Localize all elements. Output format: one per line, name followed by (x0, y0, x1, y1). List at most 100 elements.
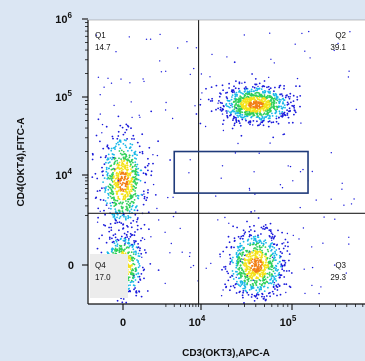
event-dot (241, 237, 244, 240)
event-dot (140, 295, 143, 298)
event-dot (177, 47, 179, 49)
event-dot (112, 251, 114, 254)
event-dot (291, 104, 294, 107)
event-dot (267, 286, 269, 289)
event-dot (289, 96, 291, 98)
event-dot (109, 223, 112, 225)
event-dot (134, 190, 137, 192)
event-dot (244, 99, 247, 101)
event-dot (234, 283, 237, 286)
event-dot (137, 266, 140, 269)
event-dot (101, 132, 103, 134)
event-dot (265, 226, 268, 229)
event-dot (112, 201, 115, 204)
event-dot (274, 86, 276, 89)
event-dot (189, 252, 191, 254)
event-dot (134, 192, 137, 195)
event-dot (125, 188, 128, 191)
event-dot (115, 190, 118, 193)
event-dot (237, 253, 240, 256)
event-dot (96, 177, 99, 180)
event-dot (337, 42, 339, 45)
event-dot (129, 143, 132, 145)
event-dot (285, 283, 288, 286)
event-dot (233, 124, 236, 127)
quadrant-gate (88, 20, 365, 304)
event-dot (127, 200, 130, 203)
event-dot (250, 237, 253, 240)
event-dot (135, 273, 138, 276)
event-dot (98, 237, 101, 240)
event-dot (263, 275, 266, 277)
event-dot (266, 276, 269, 279)
event-dot (258, 246, 261, 248)
event-dot (221, 268, 223, 271)
event-dot (239, 244, 242, 247)
event-dot (124, 175, 127, 178)
event-dot (222, 104, 225, 107)
event-dot (264, 91, 267, 94)
event-dot (241, 283, 244, 285)
event-dot (263, 296, 266, 298)
event-dot (275, 279, 278, 282)
event-dot (238, 107, 241, 110)
event-dot (250, 88, 253, 91)
event-dot (239, 281, 242, 284)
event-dot (138, 263, 141, 265)
event-dot (119, 238, 122, 241)
event-dot (236, 280, 238, 283)
event-dot (111, 185, 114, 188)
event-dot (270, 273, 273, 276)
event-dot (258, 269, 261, 272)
event-dot (288, 122, 290, 124)
event-dot (248, 254, 251, 256)
event-dot (254, 263, 257, 266)
event-dot (241, 114, 244, 116)
event-dot (135, 290, 138, 292)
event-dot (99, 94, 101, 96)
event-dot (243, 87, 246, 90)
event-dot (275, 117, 278, 120)
event-dot (253, 86, 256, 89)
event-dot (94, 172, 97, 175)
event-dot (140, 273, 143, 275)
event-dot (133, 288, 135, 291)
event-dot (233, 286, 236, 289)
event-dot (267, 103, 270, 106)
event-dot (273, 62, 275, 64)
event-dot (117, 197, 120, 200)
event-dot (130, 168, 132, 171)
event-dot (252, 124, 254, 126)
event-dot (125, 155, 128, 158)
event-dot (241, 253, 244, 256)
event-dot (222, 250, 225, 253)
event-dot (137, 167, 140, 170)
event-dot (154, 194, 157, 196)
event-dot (242, 287, 245, 290)
event-dot (233, 61, 236, 64)
event-dot (252, 106, 255, 108)
event-dot (226, 114, 229, 117)
event-dot (116, 199, 119, 202)
event-dot (99, 189, 101, 192)
event-dot (226, 97, 229, 100)
event-dot (278, 116, 280, 119)
event-dot (244, 88, 247, 91)
event-dot (311, 246, 313, 248)
event-dot (140, 239, 142, 242)
event-dot (117, 141, 119, 144)
event-dot (271, 245, 274, 248)
event-dot (105, 204, 108, 207)
event-dot (250, 279, 252, 282)
event-dot (260, 260, 262, 263)
event-dot (265, 280, 268, 283)
event-dot (137, 275, 139, 278)
event-dot (246, 220, 248, 223)
event-dot (110, 229, 113, 232)
event-dot (109, 195, 112, 198)
event-dot (269, 92, 271, 94)
event-dot (112, 171, 114, 174)
event-dot (237, 262, 239, 265)
event-dot (269, 90, 271, 93)
event-dot (275, 267, 277, 270)
